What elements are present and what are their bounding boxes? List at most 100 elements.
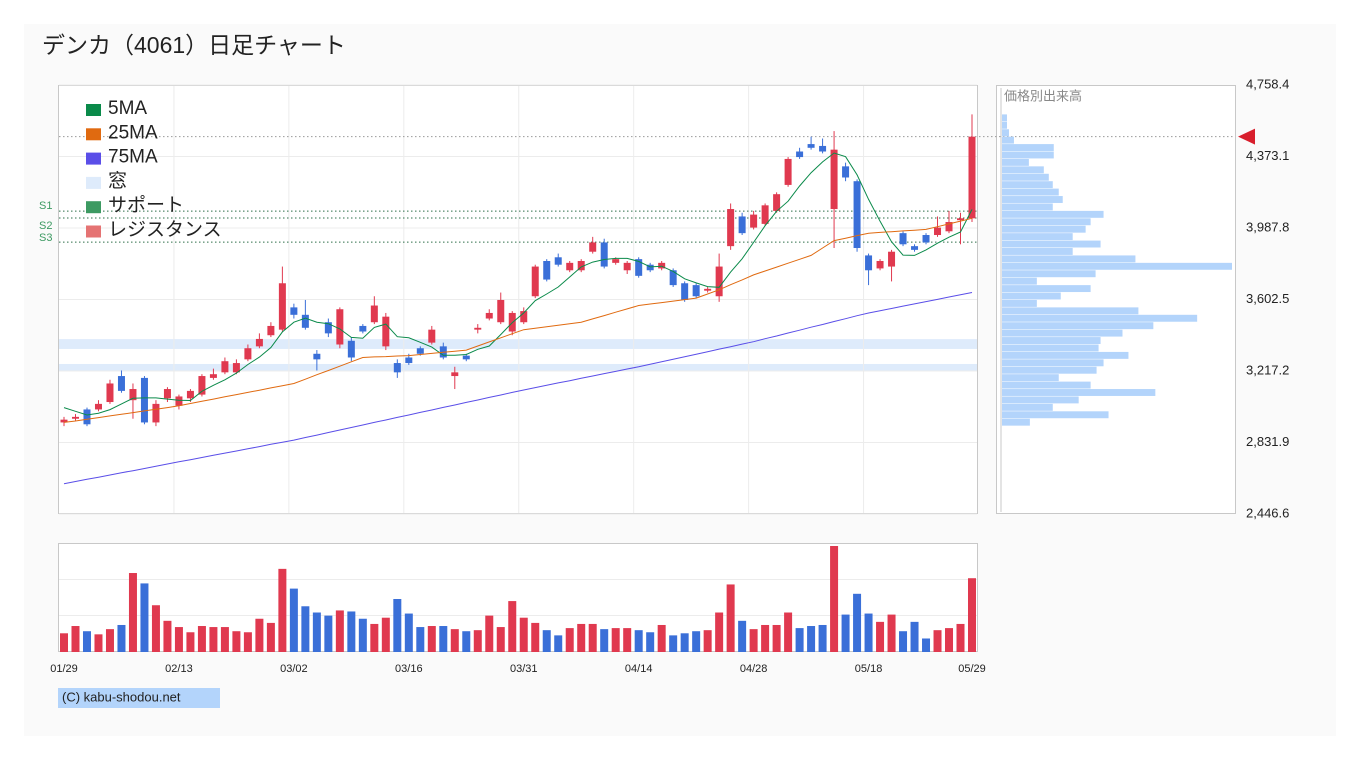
volume-bar: [496, 627, 505, 652]
profile-bar: [1002, 262, 1232, 270]
profile-bar: [1002, 233, 1073, 241]
legend-swatch: [86, 201, 101, 214]
volume-bar: [772, 624, 781, 652]
profile-bar: [1002, 292, 1061, 300]
volume-bar: [715, 612, 724, 652]
volume-bar: [749, 629, 758, 652]
volume-bar: [876, 621, 885, 652]
candle-body: [393, 363, 401, 373]
volume-bar: [128, 573, 137, 652]
legend-label: 25MA: [108, 122, 158, 143]
candle-body: [301, 314, 309, 328]
profile-bar: [1002, 337, 1101, 345]
volume-bar: [634, 630, 643, 652]
legend-swatch: [86, 128, 101, 141]
candle-body: [784, 158, 792, 185]
profile-bar: [1002, 136, 1014, 144]
profile-bar: [1002, 173, 1049, 181]
volume-bar: [565, 628, 574, 652]
gap-band: [59, 363, 977, 372]
profile-bar: [1002, 196, 1063, 203]
candle-body: [451, 372, 459, 377]
volume-bar: [117, 624, 126, 652]
volume-bar: [232, 631, 241, 652]
volume-bar: [450, 629, 459, 652]
candle-body: [520, 311, 528, 323]
profile-bar: [1002, 307, 1139, 315]
profile-bar: [1002, 389, 1156, 396]
legend-swatch: [86, 225, 101, 238]
volume-bar: [726, 584, 735, 652]
profile-bar: [1002, 210, 1104, 218]
candle-body: [60, 419, 68, 423]
profile-bar: [1002, 411, 1109, 419]
volume-bar: [393, 599, 402, 652]
candle-body: [198, 376, 206, 395]
volume-bar: [600, 629, 609, 652]
volume-bar: [439, 626, 448, 652]
volume-bar: [71, 626, 80, 652]
volume-bar: [347, 611, 356, 652]
profile-panel: [996, 85, 1236, 514]
chart-title: デンカ（4061）日足チャート: [42, 32, 346, 58]
candle-body: [313, 353, 321, 360]
y-tick-label: 4,373.1: [1246, 148, 1289, 163]
candle-body: [750, 214, 758, 228]
volume-bar: [60, 633, 68, 652]
support-label: S3: [39, 232, 52, 244]
profile-bar: [1002, 129, 1009, 137]
volume-bar: [692, 631, 701, 652]
candle-body: [370, 305, 378, 323]
volume-bar: [266, 622, 275, 652]
volume-bar: [289, 588, 298, 652]
candle-body: [428, 329, 436, 343]
profile-bar: [1002, 359, 1104, 367]
x-tick-label: 04/14: [625, 663, 653, 675]
volume-bar: [784, 612, 793, 652]
candle-body: [290, 307, 298, 315]
profile-bar: [1002, 374, 1059, 382]
y-tick-label: 4,758.4: [1246, 76, 1289, 91]
profile-bar: [1002, 248, 1073, 255]
profile-bar: [1002, 396, 1079, 404]
volume-bar: [255, 618, 264, 652]
profile-bar: [1002, 351, 1129, 359]
legend-label: 窓: [108, 170, 127, 192]
candle-body: [175, 396, 183, 406]
profile-bar: [1002, 114, 1007, 122]
candle-body: [899, 233, 907, 245]
volume-bar: [669, 635, 678, 652]
volume-bar: [542, 630, 551, 652]
volume-bar: [462, 631, 471, 652]
profile-bar: [1002, 381, 1091, 389]
volume-bar: [404, 613, 413, 652]
volume-bar: [577, 623, 586, 652]
support-label: S2: [39, 220, 52, 232]
volume-bar: [186, 632, 195, 652]
candle-body: [945, 222, 953, 232]
candle-body: [209, 374, 217, 378]
volume-bar: [864, 613, 873, 652]
candle-body: [773, 194, 781, 211]
candle-body: [163, 389, 171, 399]
profile-bar: [1002, 203, 1053, 211]
candle-body: [934, 227, 942, 236]
volume-bar: [623, 628, 632, 652]
volume-bar: [680, 633, 689, 652]
volume-bar: [910, 621, 919, 652]
volume-bar: [554, 635, 563, 652]
volume-panel: [58, 543, 978, 652]
volume-bar: [174, 627, 183, 652]
profile-bar: [1002, 255, 1136, 263]
candle-body: [462, 355, 470, 360]
candle-body: [543, 260, 551, 280]
profile-bar: [1002, 218, 1091, 226]
profile-bar: [1002, 158, 1029, 166]
ma-line: [63, 292, 973, 485]
volume-bar: [807, 626, 816, 652]
x-tick-label: 05/18: [855, 663, 883, 675]
volume-bar: [416, 627, 425, 652]
candle-body: [416, 348, 424, 354]
ma-line: [63, 152, 973, 416]
volume-bar: [519, 617, 528, 652]
